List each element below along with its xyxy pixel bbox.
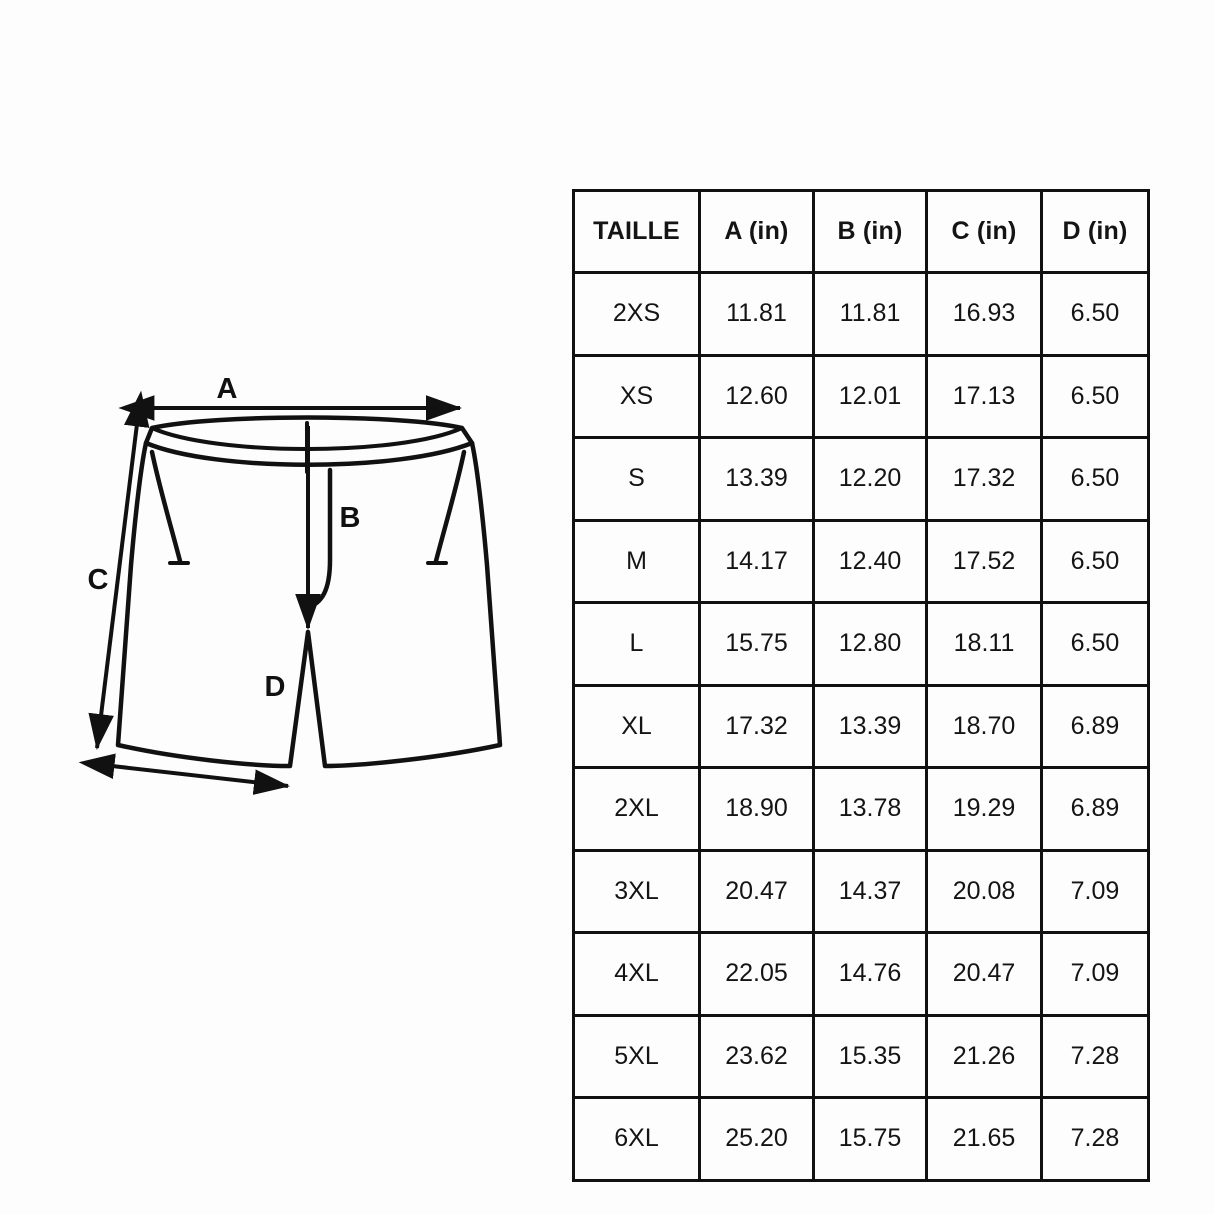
table-body: 2XS 11.81 11.81 16.93 6.50 XS 12.60 12.01 17.13 6… [572,271,1150,1182]
measurement-d-cell: 7.28 [1040,1013,1150,1099]
measurement-a-cell: 14.17 [698,518,815,604]
measurement-a-cell: 18.90 [698,766,815,852]
table-header: TAILLE A (in) B (in) C (in) D (in) [572,189,1150,274]
size-cell: XL [572,683,701,769]
measurement-c-cell: 18.11 [925,601,1043,687]
column-header-taille: TAILLE [572,189,701,274]
measurement-d-cell: 6.50 [1040,353,1150,439]
measurement-c-cell: 19.29 [925,766,1043,852]
size-cell: 5XL [572,1013,701,1099]
table-header-row: TAILLE A (in) B (in) C (in) D (in) [572,189,1150,274]
measurement-d-cell: 6.50 [1040,436,1150,522]
shorts-diagram-panel: A B C D [0,0,560,1214]
table-row: XS 12.60 12.01 17.13 6.50 [572,353,1150,439]
right-pocket-seam [433,449,467,564]
table-row: 5XL 23.62 15.35 21.26 7.28 [572,1013,1150,1099]
measurement-d-cell: 6.50 [1040,518,1150,604]
measurement-c-cell: 20.47 [925,931,1043,1017]
measurement-d-cell: 6.89 [1040,683,1150,769]
measurement-b-cell: 13.39 [812,683,928,769]
size-cell: 6XL [572,1096,701,1182]
table-row: 2XL 18.90 13.78 19.29 6.89 [572,766,1150,852]
column-header-d: D (in) [1040,189,1150,274]
measurement-c-cell: 20.08 [925,848,1043,934]
measurement-b-cell: 12.40 [812,518,928,604]
table-row: 4XL 22.05 14.76 20.47 7.09 [572,931,1150,1017]
measurement-a-cell: 25.20 [698,1096,815,1182]
size-cell: XS [572,353,701,439]
shorts-technical-drawing: A B C D [78,373,503,795]
measurement-d-cell: 7.09 [1040,848,1150,934]
dimension-label-b: B [340,502,361,534]
measurement-a-cell: 23.62 [698,1013,815,1099]
dimension-label-d: D [265,671,286,703]
size-cell: S [572,436,701,522]
dimension-label-c: C [88,564,109,596]
dimension-arrow-d [78,753,290,795]
measurement-b-cell: 12.80 [812,601,928,687]
measurement-a-cell: 12.60 [698,353,815,439]
table-row: S 13.39 12.20 17.32 6.50 [572,436,1150,522]
table-row: 6XL 25.20 15.75 21.65 7.28 [572,1096,1150,1182]
measurement-c-cell: 17.32 [925,436,1043,522]
measurement-d-cell: 6.89 [1040,766,1150,852]
measurement-d-cell: 7.28 [1040,1096,1150,1182]
table-row: XL 17.32 13.39 18.70 6.89 [572,683,1150,769]
measurement-d-cell: 6.50 [1040,271,1150,357]
measurement-d-cell: 6.50 [1040,601,1150,687]
size-cell: L [572,601,701,687]
table-row: 3XL 20.47 14.37 20.08 7.09 [572,848,1150,934]
size-table-container: TAILLE A (in) B (in) C (in) D (in) 2XS 11… [572,189,1150,1182]
dimension-arrow-c [88,390,150,750]
size-cell: 4XL [572,931,701,1017]
measurement-b-cell: 15.35 [812,1013,928,1099]
measurement-c-cell: 16.93 [925,271,1043,357]
measurement-b-cell: 14.76 [812,931,928,1017]
size-chart-table: TAILLE A (in) B (in) C (in) D (in) 2XS 11… [572,189,1150,1182]
measurement-a-cell: 15.75 [698,601,815,687]
measurement-a-cell: 17.32 [698,683,815,769]
column-header-b: B (in) [812,189,928,274]
measurement-c-cell: 17.13 [925,353,1043,439]
size-cell: M [572,518,701,604]
measurement-b-cell: 13.78 [812,766,928,852]
column-header-a: A (in) [698,189,815,274]
table-row: M 14.17 12.40 17.52 6.50 [572,518,1150,604]
measurement-b-cell: 14.37 [812,848,928,934]
measurement-b-cell: 12.20 [812,436,928,522]
size-cell: 2XL [572,766,701,852]
measurement-c-cell: 21.65 [925,1096,1043,1182]
dimension-label-a: A [217,373,238,405]
dimension-arrows-group [78,390,462,795]
measurement-b-cell: 11.81 [812,271,928,357]
table-row: 2XS 11.81 11.81 16.93 6.50 [572,271,1150,357]
size-cell: 2XS [572,271,701,357]
measurement-c-cell: 18.70 [925,683,1043,769]
measurement-c-cell: 17.52 [925,518,1043,604]
measurement-b-cell: 15.75 [812,1096,928,1182]
table-row: L 15.75 12.80 18.11 6.50 [572,601,1150,687]
measurement-c-cell: 21.26 [925,1013,1043,1099]
measurement-a-cell: 13.39 [698,436,815,522]
column-header-c: C (in) [925,189,1043,274]
measurement-d-cell: 7.09 [1040,931,1150,1017]
measurement-b-cell: 12.01 [812,353,928,439]
size-cell: 3XL [572,848,701,934]
measurement-a-cell: 11.81 [698,271,815,357]
measurement-a-cell: 22.05 [698,931,815,1017]
left-pocket-seam [149,449,183,564]
measurement-a-cell: 20.47 [698,848,815,934]
